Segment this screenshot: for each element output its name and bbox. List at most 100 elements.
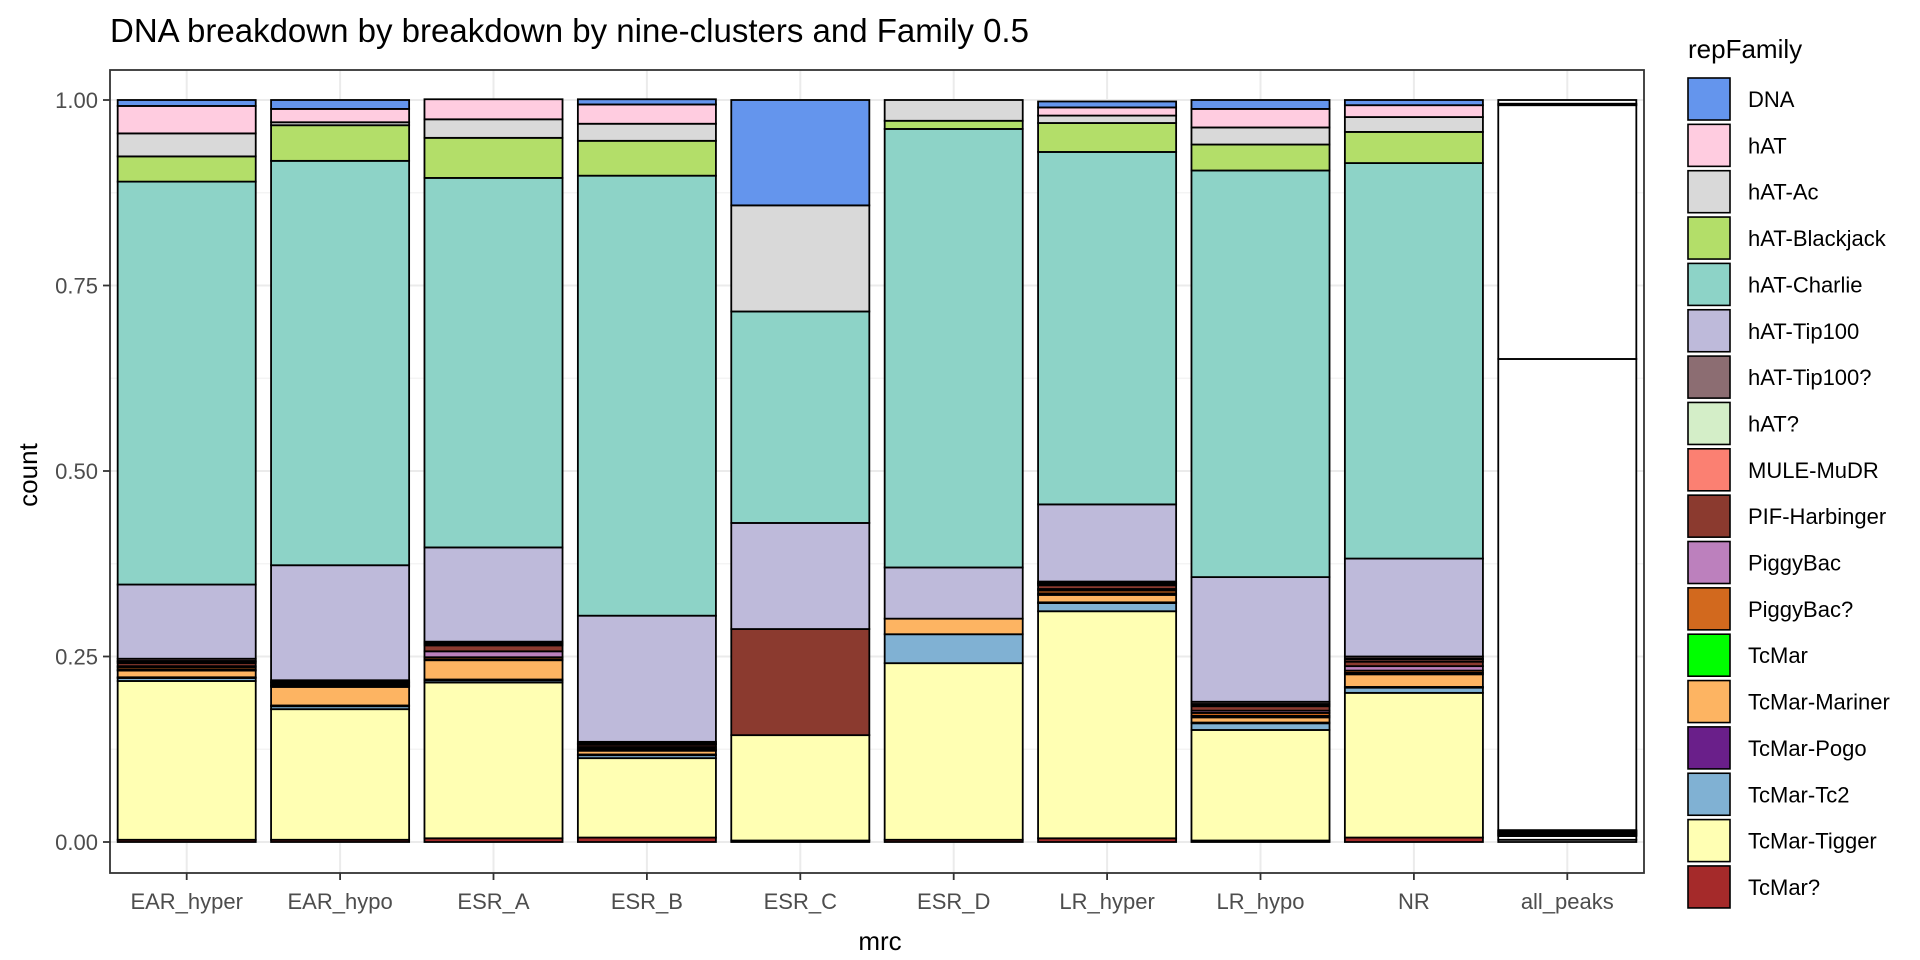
bar-segment-lr-hyper-hat-charlie xyxy=(1037,151,1178,506)
legend-item-hat-ac: hAT-Ac xyxy=(1687,169,1819,214)
legend-key-tcmar-mariner xyxy=(1687,679,1731,724)
bar-segment-lr-hyper-hat xyxy=(1037,106,1178,117)
bar-stack-ear-hypo xyxy=(270,99,411,843)
legend-key-hat-tip100 xyxy=(1687,355,1731,399)
bar-segment-lr-hypo-hat-ac xyxy=(1190,126,1331,146)
legend-key-hat-charlie xyxy=(1687,262,1731,307)
bar-segment-esr-d-tcmar-tigger xyxy=(883,662,1024,841)
bar-segment-ear-hyper-hat-tip100 xyxy=(116,583,257,660)
bar-stack-lr-hypo xyxy=(1190,99,1331,843)
legend-item-hat-charlie: hAT-Charlie xyxy=(1687,262,1863,307)
bar-segment-esr-c-hat-tip100 xyxy=(730,522,871,630)
legend-item-mule-mudr: MULE-MuDR xyxy=(1687,447,1879,492)
legend-item-tcmar-mariner: TcMar-Mariner xyxy=(1687,679,1890,724)
bar-segment-lr-hyper-tcmar-tigger xyxy=(1037,610,1178,840)
bar-segment-esr-a-hat-tip100 xyxy=(423,546,564,643)
bar-segment-lr-hypo-tcmar-tigger xyxy=(1190,729,1331,842)
legend-label-hat-tip100: hAT-Tip100? xyxy=(1748,365,1872,390)
legend-label-tcmar-tc2: TcMar-Tc2 xyxy=(1748,782,1849,807)
bar-segment-esr-b-tcmar-tigger xyxy=(576,757,717,839)
bar-segment-nr-hat-charlie xyxy=(1343,162,1484,560)
bar-segment-ear-hyper-hat-ac xyxy=(116,132,257,158)
legend-key-dna xyxy=(1687,77,1731,121)
y-tick-label: 0.50 xyxy=(55,459,98,484)
legend-label-piggybac: PiggyBac xyxy=(1748,551,1841,576)
legend-label-mule-mudr: MULE-MuDR xyxy=(1748,458,1879,483)
bar-segment-lr-hyper-tcmar-tc2 xyxy=(1037,602,1178,613)
bar-segment-esr-c-dna xyxy=(730,99,871,207)
y-tick-label: 0.75 xyxy=(55,274,98,299)
bar-segment-ear-hypo-hat xyxy=(270,108,411,124)
legend-item-hat: hAT xyxy=(1687,123,1787,168)
x-tick-label: LR_hypo xyxy=(1216,889,1304,914)
bar-segment-esr-a-hat xyxy=(423,98,564,121)
legend-item-piggybac: PiggyBac xyxy=(1687,540,1841,585)
bar-segment-esr-b-dna xyxy=(576,98,717,106)
legend-label-tcmar-tigger: TcMar-Tigger xyxy=(1748,829,1877,854)
legend-key-hat xyxy=(1687,401,1731,446)
bar-segment-ear-hyper-tcmar-mariner xyxy=(116,669,257,679)
bar-segment-ear-hyper-hat-blackjack xyxy=(116,155,257,183)
bar-segment-nr-dna xyxy=(1343,99,1484,107)
x-tick-label: ESR_A xyxy=(457,889,529,914)
bar-segment-esr-a-hat-charlie xyxy=(423,177,564,549)
bar-segment-lr-hyper-hat-ac xyxy=(1037,114,1178,124)
legend-key-hat xyxy=(1687,123,1731,168)
bar-segment-lr-hypo-dna xyxy=(1190,99,1331,110)
legend-key-tcmar-pogo xyxy=(1687,726,1731,770)
bar-segment-lr-hyper-tcmar-mariner xyxy=(1037,594,1178,604)
legend-item-hat-tip100: hAT-Tip100? xyxy=(1687,355,1872,399)
bar-segment-lr-hypo-hat-blackjack xyxy=(1190,143,1331,172)
legend-key-tcmar-tigger xyxy=(1687,818,1731,863)
bar-segment-lr-hyper-hat-blackjack xyxy=(1037,122,1178,153)
bar-stack-nr xyxy=(1343,99,1484,843)
x-tick-label: LR_hyper xyxy=(1059,889,1154,914)
legend-title: repFamily xyxy=(1688,34,1802,64)
bar-segment-esr-a-hat-blackjack xyxy=(423,136,564,179)
bar-segment-ear-hypo-hat-charlie xyxy=(270,159,411,567)
bar-stack-ear-hyper xyxy=(116,99,257,843)
bar-segment-esr-c-hat-charlie xyxy=(730,310,871,524)
bar-segment-ear-hypo-hat-tip100 xyxy=(270,564,411,682)
bar-segment-lr-hyper-dna xyxy=(1037,100,1178,109)
legend-label-tcmar: TcMar xyxy=(1748,643,1808,668)
legend-key-tcmar-tc2 xyxy=(1687,772,1731,817)
legend-key-piggybac xyxy=(1687,540,1731,585)
x-tick-label: ESR_D xyxy=(917,889,990,914)
legend-key-hat-tip100 xyxy=(1687,308,1731,353)
x-tick-label: ESR_C xyxy=(764,889,837,914)
legend-item-tcmar: TcMar? xyxy=(1687,865,1820,909)
bar-segment-nr-hat xyxy=(1343,104,1484,118)
bar-segment-esr-d-hat-charlie xyxy=(883,128,1024,569)
bar-segment-all-peaks-hat xyxy=(1497,99,1638,105)
legend-label-hat-tip100: hAT-Tip100 xyxy=(1748,319,1859,344)
y-axis-title: count xyxy=(13,442,43,506)
bar-segment-esr-d-tcmar-tc2 xyxy=(883,633,1024,665)
legend-item-hat: hAT? xyxy=(1687,401,1799,446)
legend-label-hat-ac: hAT-Ac xyxy=(1748,180,1819,205)
legend-item-tcmar-pogo: TcMar-Pogo xyxy=(1687,726,1867,770)
bar-segment-nr-hat-tip100 xyxy=(1343,557,1484,658)
bar-segment-ear-hypo-hat-blackjack xyxy=(270,124,411,162)
bar-segment-esr-c-hat-ac xyxy=(730,204,871,313)
x-tick-label: ESR_B xyxy=(611,889,683,914)
bar-stack-esr-d xyxy=(883,99,1024,843)
x-tick-label: NR xyxy=(1398,889,1430,914)
bar-segment-esr-b-hat-blackjack xyxy=(576,139,717,177)
bar-segment-esr-c-tcmar-tigger xyxy=(730,734,871,842)
bar-segment-lr-hypo-hat-tip100 xyxy=(1190,576,1331,703)
bar-segment-ear-hyper-hat xyxy=(116,105,257,135)
bar-segment-all-peaks-hat-tip100 xyxy=(1497,358,1638,832)
bar-stack-esr-b xyxy=(576,98,717,843)
bar-stack-esr-a xyxy=(423,98,564,843)
bar-segment-esr-b-hat-ac xyxy=(576,122,717,142)
x-tick-label: EAR_hyper xyxy=(130,889,243,914)
legend-key-mule-mudr xyxy=(1687,447,1731,492)
bar-segment-esr-b-hat xyxy=(576,103,717,125)
bars xyxy=(116,98,1638,843)
legend-item-hat-blackjack: hAT-Blackjack xyxy=(1687,216,1887,260)
y-tick-label: 0.00 xyxy=(55,830,98,855)
legend-item-tcmar-tc2: TcMar-Tc2 xyxy=(1687,772,1849,817)
x-axis: EAR_hyper EAR_hypo ESR_A ESR_B ESR_C ESR_D LR_… xyxy=(130,873,1614,914)
